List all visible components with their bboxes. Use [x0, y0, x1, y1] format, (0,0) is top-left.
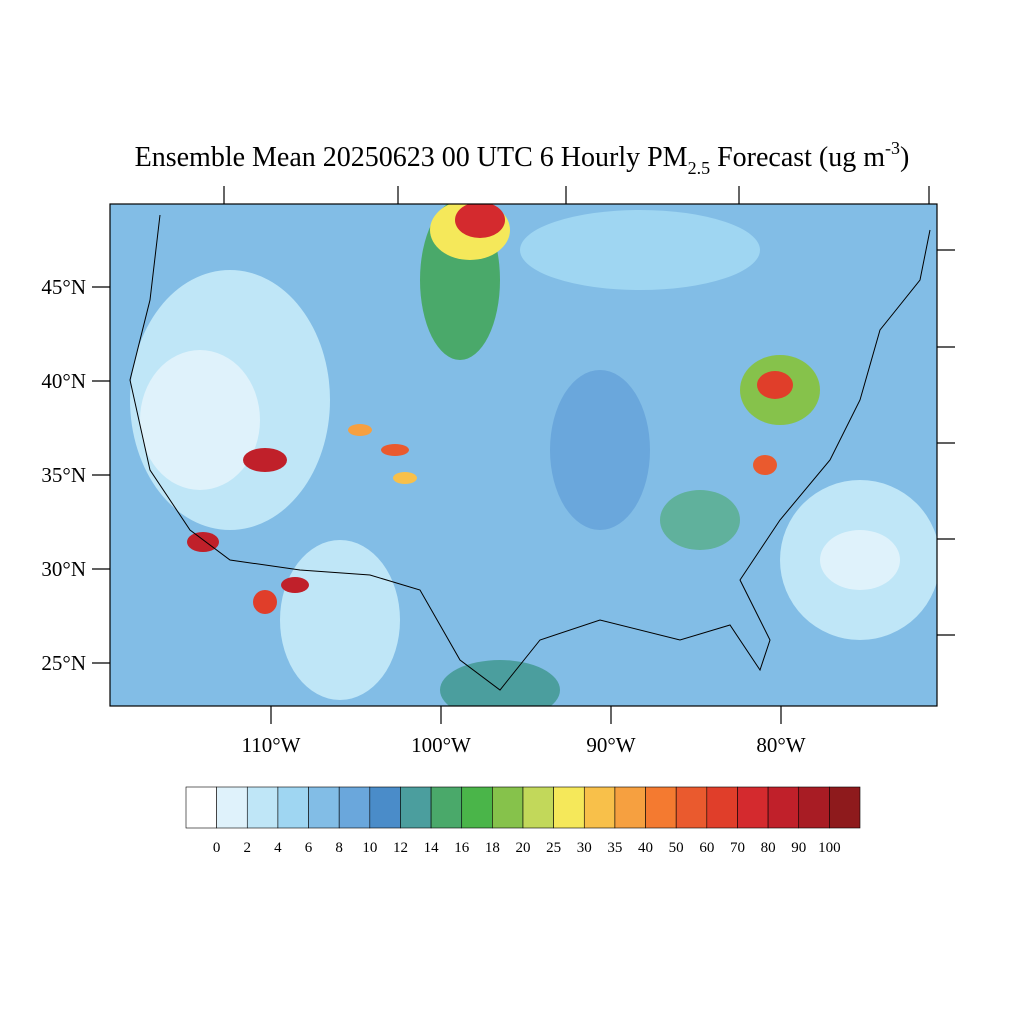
- colorbar-label: 0: [213, 840, 221, 856]
- title: Ensemble Mean 20250623 00 UTC 6 Hourly P…: [135, 138, 910, 178]
- colorbar-label: 12: [393, 840, 408, 856]
- colorbar-label: 60: [699, 840, 714, 856]
- colorbar-label: 6: [305, 840, 313, 856]
- colorbar-box: [706, 786, 738, 829]
- colorbar-label: 16: [454, 840, 470, 856]
- colorbar-box: [553, 786, 585, 829]
- colorbar-box: [338, 786, 371, 829]
- title-rest: Forecast (ug m: [710, 142, 885, 173]
- colorbar-label: 20: [516, 840, 531, 856]
- colorbar-label: 35: [607, 840, 622, 856]
- colorbar-box: [583, 786, 616, 829]
- colorbar-box: [767, 786, 800, 829]
- lon-label: 80°W: [756, 733, 805, 757]
- colorbar-label: 70: [730, 840, 745, 856]
- colorbar-box: [430, 786, 463, 829]
- colorbar-label: 18: [485, 840, 500, 856]
- colorbar-label: 10: [362, 840, 377, 856]
- title-end: ): [900, 142, 909, 173]
- colorbar-label: 100: [818, 840, 841, 856]
- lat-label: 30°N: [41, 557, 86, 581]
- colorbar-label: 14: [424, 840, 440, 856]
- frame-ticks: [92, 186, 955, 724]
- colorbar-label: 50: [669, 840, 684, 856]
- colorbar-box: [246, 786, 279, 829]
- title-main: Ensemble Mean 20250623 00 UTC 6 Hourly P…: [135, 142, 688, 173]
- colorbar-box: [185, 786, 217, 829]
- map-field: [110, 204, 937, 706]
- colorbar-box: [308, 786, 340, 829]
- title-sup: -3: [885, 138, 900, 158]
- colorbar-box: [461, 786, 493, 829]
- map-frame: [109, 203, 938, 707]
- colorbar-box: [675, 786, 708, 829]
- colorbar-box: [522, 786, 554, 829]
- lon-label: 110°W: [242, 733, 301, 757]
- lon-label: 90°W: [586, 733, 635, 757]
- colorbar-label: 40: [638, 840, 653, 856]
- colorbar-box: [737, 786, 769, 829]
- colorbar-box: [277, 786, 309, 829]
- colorbar-box: [216, 786, 248, 829]
- colorbar-label: 80: [761, 840, 776, 856]
- colorbar-box: [829, 786, 861, 829]
- lon-label: 100°W: [411, 733, 471, 757]
- colorbar-label: 8: [335, 840, 343, 856]
- colorbar-label: 90: [791, 840, 806, 856]
- title-sub: 2.5: [688, 158, 711, 178]
- colorbar-label: 30: [577, 840, 592, 856]
- colorbar-box: [400, 786, 432, 829]
- lat-label: 40°N: [41, 369, 86, 393]
- colorbar-box: [369, 786, 401, 829]
- colorbar-label: 4: [274, 840, 282, 856]
- colorbar-label: 2: [244, 840, 252, 856]
- colorbar-box: [492, 786, 524, 829]
- colorbar-box: [798, 786, 830, 829]
- lat-label: 35°N: [41, 463, 86, 487]
- colorbar-label: 25: [546, 840, 561, 856]
- colorbar-box: [645, 786, 677, 829]
- lat-label: 45°N: [41, 275, 86, 299]
- colorbar-box: [614, 786, 646, 829]
- lat-label: 25°N: [41, 651, 86, 675]
